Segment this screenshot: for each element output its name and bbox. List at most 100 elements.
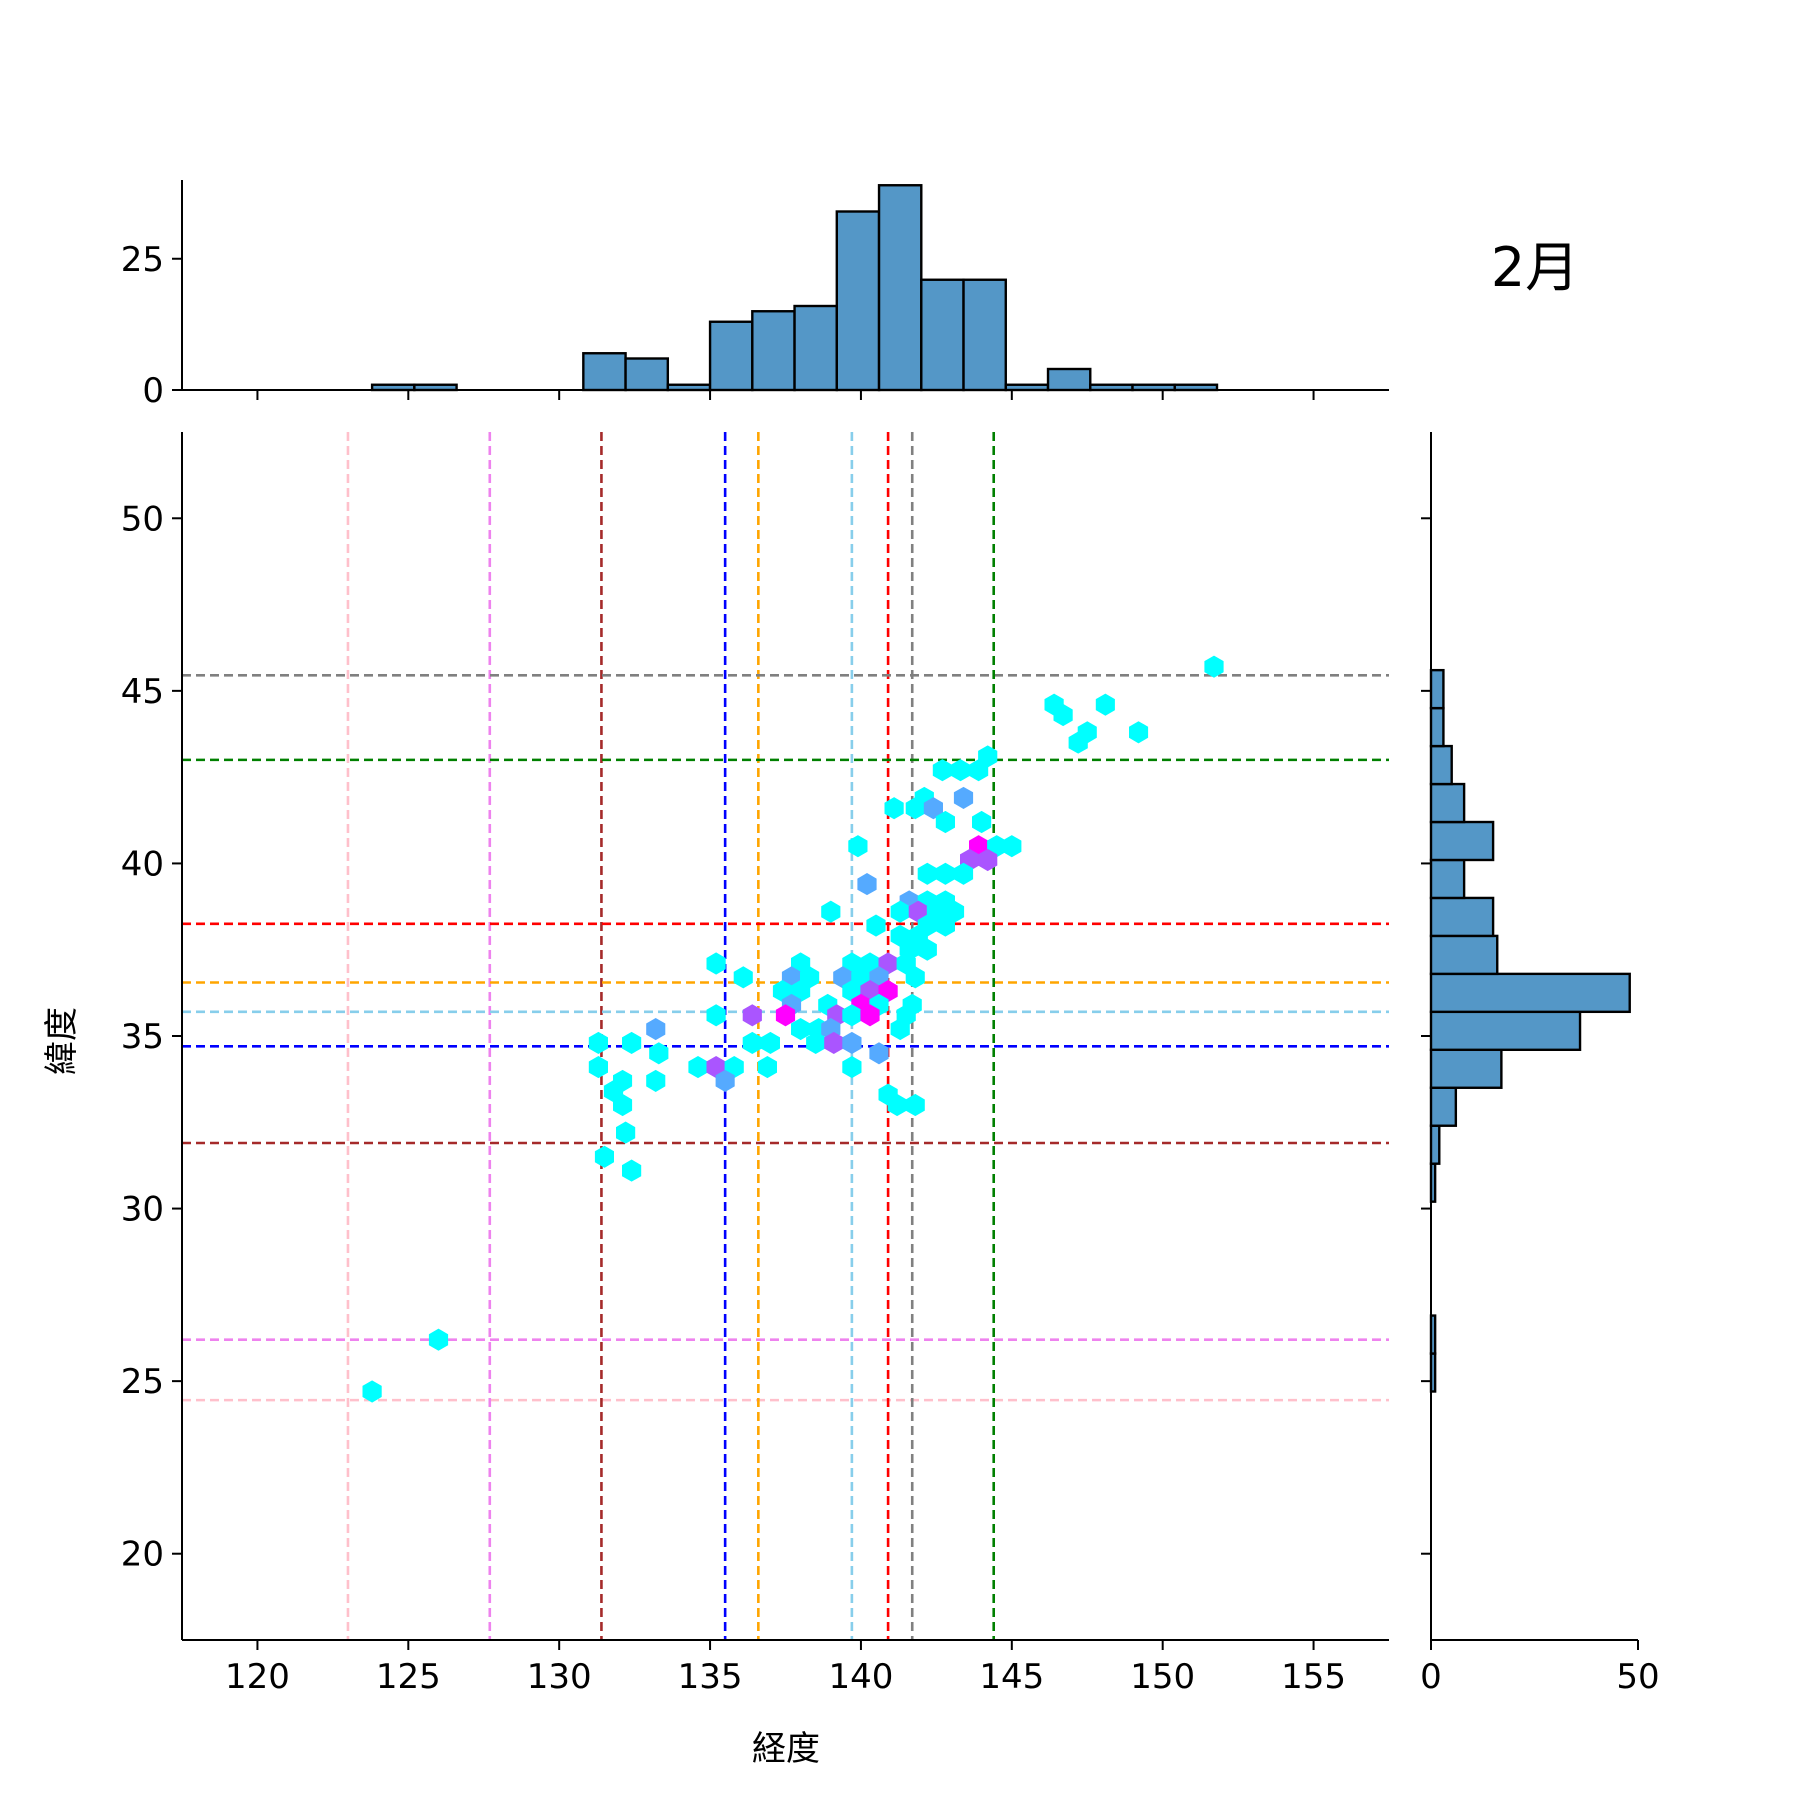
top-hist-bar-6 — [624, 357, 670, 392]
hexbin-cell-5 — [1068, 731, 1088, 754]
hexbin-cell-102 — [594, 1145, 614, 1168]
y-tick-label-6: 50 — [121, 499, 164, 539]
hexbin-cell-99 — [887, 1093, 907, 1117]
hexbin-cell-43 — [706, 952, 726, 975]
hexbin-cell-100 — [905, 1093, 925, 1117]
hexbin-cell-98 — [613, 1093, 633, 1117]
hexbin-cell-77 — [890, 1018, 910, 1041]
hexbin-cell-32 — [890, 900, 910, 923]
side-hist-bar-10 — [1429, 972, 1631, 1014]
hexbin-cell-25 — [935, 862, 955, 885]
hexbin-cell-18 — [848, 835, 868, 858]
y-tick-label-3: 35 — [121, 1017, 164, 1057]
top-hist-bar-5 — [582, 352, 627, 392]
x-tick-label-2: 130 — [527, 1657, 592, 1697]
hexbin-cell-69 — [842, 1004, 862, 1027]
hexbin-cell-79 — [622, 1031, 642, 1054]
hexbin-cell-91 — [757, 1056, 777, 1079]
hexbin-cell-26 — [953, 862, 974, 885]
top-hist-y-tick-label-0: 0 — [142, 371, 164, 411]
hexbin-cell-0 — [1204, 655, 1224, 678]
hexbin-cell-73 — [646, 1018, 666, 1041]
hexbin-cell-13 — [905, 797, 925, 820]
side-hist-bar-17 — [1429, 706, 1445, 748]
side-hist-bar-16 — [1429, 744, 1453, 786]
hexbin-cell-67 — [775, 1004, 796, 1027]
hexbin-cell-7 — [932, 759, 952, 782]
hexbin-cell-88 — [688, 1056, 708, 1079]
hexbin-cell-31 — [821, 900, 841, 923]
hexbin-cell-81 — [760, 1031, 780, 1054]
x-tick-label-7: 155 — [1281, 1657, 1346, 1697]
x-tick-label-0: 120 — [225, 1657, 290, 1697]
y-tick-label-1: 25 — [121, 1362, 164, 1402]
x-tick-label-6: 150 — [1130, 1657, 1195, 1697]
hexbin-cell-82 — [806, 1031, 826, 1054]
hexbin-cell-103 — [622, 1159, 642, 1182]
side-hist-bar-18 — [1429, 668, 1445, 710]
hexbin-cell-14 — [884, 797, 904, 820]
y-tick-label-5: 45 — [121, 672, 164, 712]
hexbin-cell-74 — [791, 1018, 811, 1041]
hexbin-cell-101 — [616, 1121, 636, 1144]
hexbin-cell-23 — [978, 848, 998, 872]
hexbin-cell-85 — [649, 1042, 669, 1065]
top-hist-bar-8 — [708, 320, 754, 392]
hexbin-cell-38 — [935, 914, 955, 937]
hexbin-cell-105 — [362, 1380, 382, 1403]
hexbin-cell-36 — [866, 914, 886, 937]
hexbin-cell-55 — [905, 966, 925, 989]
side-hist-bar-11 — [1429, 934, 1499, 976]
panel-title: 2月 — [1491, 236, 1579, 299]
hexbin-cell-15 — [923, 797, 943, 820]
side-hist-x-tick-label-0: 0 — [1420, 1657, 1442, 1697]
hexbin-cell-42 — [917, 938, 937, 961]
hexbin-cell-10 — [978, 745, 998, 768]
x-tick-label-1: 125 — [376, 1657, 441, 1697]
x-axis-title: 経度 — [752, 1729, 820, 1769]
hexbin-cell-92 — [842, 1056, 862, 1079]
hexbin-cell-8 — [950, 759, 971, 782]
top-hist-y-tick-label-1: 25 — [121, 240, 164, 280]
side-hist-bar-12 — [1429, 896, 1495, 938]
x-tick-label-4: 140 — [828, 1657, 893, 1697]
x-tick-label-5: 145 — [979, 1657, 1044, 1697]
top-hist-bar-11 — [835, 210, 881, 392]
side-hist-bar-7 — [1429, 1086, 1458, 1127]
x-tick-label-3: 135 — [678, 1657, 743, 1697]
hexbin-cell-17 — [972, 810, 992, 834]
top-hist-bar-16 — [1046, 367, 1092, 392]
hexbin-cell-24 — [917, 862, 937, 885]
hexbin-cell-72 — [742, 1004, 762, 1027]
hexbin-cell-2 — [1053, 703, 1073, 727]
top-hist-bar-10 — [793, 304, 838, 392]
hexbin-cell-86 — [869, 1042, 889, 1065]
hexbin-cell-66 — [706, 1004, 726, 1027]
hexbin-cell-12 — [953, 786, 974, 809]
side-hist-bar-6 — [1429, 1124, 1441, 1165]
y-tick-label-2: 30 — [121, 1190, 164, 1230]
side-hist-bar-9 — [1429, 1010, 1582, 1052]
top-hist-bar-14 — [962, 278, 1007, 392]
hexbin-cell-95 — [715, 1069, 735, 1092]
y-tick-label-4: 40 — [121, 844, 164, 884]
side-hist-bar-8 — [1429, 1048, 1503, 1089]
hexbin-cell-83 — [824, 1031, 844, 1054]
hexbin-cell-6 — [1129, 721, 1149, 744]
side-hist-bar-13 — [1429, 858, 1466, 900]
side-hist-bar-15 — [1429, 782, 1466, 824]
hexbin-cell-27 — [857, 873, 877, 896]
top-hist-bar-9 — [751, 310, 796, 392]
hexbin-cell-80 — [742, 1031, 762, 1054]
side-hist-x-tick-label-1: 50 — [1616, 1657, 1659, 1697]
top-hist-bar-12 — [877, 184, 923, 392]
y-axis-title: 緯度 — [42, 1007, 82, 1075]
hexbin-cell-104 — [428, 1328, 449, 1351]
hexbin-cell-16 — [935, 810, 955, 834]
hexbin-cell-21 — [1002, 835, 1022, 858]
top-hist-bar-13 — [920, 278, 965, 392]
hexbin-cell-49 — [733, 966, 753, 989]
hexbin-cell-87 — [588, 1056, 608, 1079]
